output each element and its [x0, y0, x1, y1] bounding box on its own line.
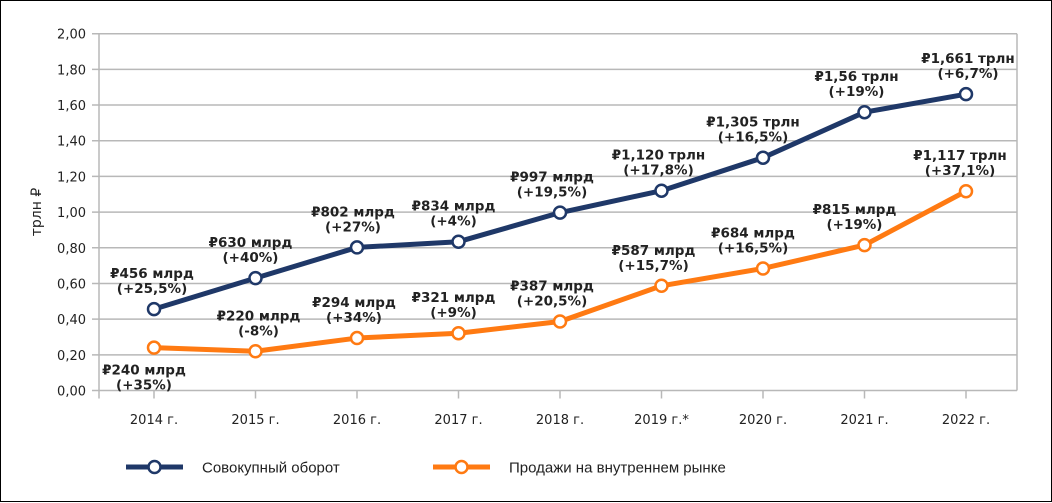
- y-tick-label: 0,20: [57, 349, 86, 364]
- x-tick-label: 2022 г.: [942, 413, 990, 428]
- data-label-change: (+17,8%): [623, 163, 694, 179]
- data-point: [552, 314, 568, 329]
- x-tick-label: 2016 г.: [333, 413, 381, 428]
- data-label-value: ₽834 млрд: [412, 199, 496, 215]
- data-label-change: (+15,7%): [618, 258, 689, 274]
- data-label-change: (+37,1%): [925, 163, 996, 179]
- y-tick-label: 2,00: [57, 28, 86, 43]
- data-label-value: ₽630 млрд: [209, 235, 293, 251]
- y-tick-label: 1,80: [57, 63, 86, 78]
- legend-label: Продажи на внутреннем рынке: [509, 460, 726, 477]
- data-label-value: ₽1,120 трлн: [612, 148, 706, 164]
- y-tick-label: 0,00: [57, 385, 86, 400]
- data-label-change: (+27%): [325, 219, 381, 235]
- x-tick-label: 2020 г.: [739, 413, 787, 428]
- data-label-value: ₽1,117 трлн: [913, 148, 1007, 164]
- data-label-change: (+16,5%): [718, 130, 789, 146]
- data-point: [958, 183, 974, 199]
- data-point: [755, 150, 771, 165]
- data-label-change: (-8%): [238, 323, 279, 339]
- data-point: [654, 183, 669, 198]
- data-point: [958, 86, 974, 102]
- y-tick-label: 1,40: [57, 135, 86, 150]
- data-point: [349, 330, 365, 346]
- data-label-change: (+16,5%): [718, 240, 789, 256]
- data-label-change: (+4%): [430, 214, 477, 230]
- data-label-change: (+25,5%): [117, 281, 188, 297]
- data-point: [451, 325, 466, 341]
- data-label-value: ₽1,661 трлн: [921, 51, 1015, 67]
- legend-marker: [454, 459, 469, 475]
- data-label-change: (+40%): [223, 250, 279, 266]
- data-label-change: (+19%): [829, 84, 885, 100]
- data-point: [755, 261, 771, 276]
- data-label-change: (+19%): [827, 217, 883, 233]
- data-point: [451, 234, 466, 249]
- data-label-change: (+34%): [326, 310, 382, 326]
- data-point: [248, 270, 263, 286]
- data-label-value: ₽240 млрд: [102, 363, 186, 379]
- data-point: [654, 278, 669, 294]
- data-label-value: ₽387 млрд: [510, 278, 594, 294]
- y-tick-label: 0,40: [57, 313, 86, 328]
- data-label-change: (+19,5%): [517, 185, 588, 201]
- data-point: [248, 344, 263, 359]
- data-label-value: ₽1,305 трлн: [706, 115, 800, 131]
- data-label-value: ₽587 млрд: [612, 243, 696, 259]
- data-label-value: ₽815 млрд: [813, 202, 897, 218]
- data-label-value: ₽802 млрд: [311, 204, 395, 220]
- data-label-value: ₽294 млрд: [312, 295, 396, 311]
- data-label-value: ₽997 млрд: [510, 170, 594, 186]
- y-tick-label: 0,80: [57, 242, 86, 257]
- data-label-change: (+35%): [116, 378, 172, 394]
- x-tick-label: 2018 г.: [536, 413, 584, 428]
- data-point: [857, 104, 872, 120]
- x-tick-label: 2019 г.*: [634, 413, 689, 428]
- data-label-change: (+20,5%): [517, 293, 588, 309]
- y-tick-label: 1,20: [57, 170, 86, 185]
- x-tick-label: 2017 г.: [434, 413, 482, 428]
- data-label-change: (+9%): [430, 305, 477, 321]
- data-label-value: ₽1,56 трлн: [814, 69, 898, 85]
- legend-marker: [147, 459, 162, 475]
- data-point: [857, 237, 872, 253]
- y-tick-label: 1,00: [57, 206, 86, 221]
- data-label-value: ₽684 млрд: [711, 225, 795, 241]
- data-label-value: ₽220 млрд: [217, 308, 301, 324]
- data-point: [552, 205, 568, 220]
- data-point: [146, 340, 162, 355]
- x-tick-label: 2021 г.: [840, 413, 888, 428]
- data-label-change: (+6,7%): [937, 66, 998, 82]
- data-label-value: ₽456 млрд: [110, 266, 194, 282]
- data-point: [146, 301, 162, 317]
- data-point: [349, 240, 365, 255]
- y-tick-label: 1,60: [57, 99, 86, 114]
- data-label-value: ₽321 млрд: [412, 290, 496, 306]
- legend-label: Совокупный оборот: [202, 460, 340, 477]
- x-tick-label: 2015 г.: [231, 413, 279, 428]
- y-axis-label: трлн ₽: [29, 188, 45, 237]
- y-tick-label: 0,60: [57, 277, 86, 292]
- x-tick-label: 2014 г.: [130, 413, 178, 428]
